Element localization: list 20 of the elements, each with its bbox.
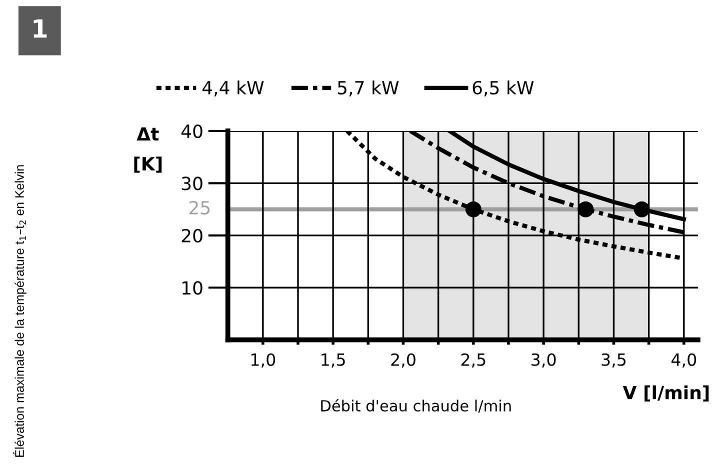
text: 1 (19, 236, 26, 240)
x-tick-label: 3,0 (532, 353, 556, 368)
legend-label: 4,4 kW (202, 80, 264, 96)
x-tick-label: 1,0 (251, 353, 276, 368)
y-tick-label: 20 (182, 228, 202, 243)
y-tick-label: 40 (181, 124, 202, 138)
x-tick-label: 1,5 (322, 354, 345, 368)
text: V [l/min] (622, 385, 709, 402)
x-axis-title: Débit d'eau chaude l/min (321, 399, 511, 413)
x-tick-label: 2,5 (461, 353, 486, 368)
ref-line-label: 25 (190, 200, 210, 215)
x-tick-label: 3,5 (602, 353, 626, 368)
y-axis-title: Δt [K] (134, 127, 162, 173)
x-tick-label: 4,0 (671, 353, 696, 368)
legend-label: 6,5 kW (472, 80, 534, 96)
y-tick-label: 10 (182, 281, 202, 295)
legend-label: 5,7 kW (338, 80, 399, 96)
text: 1 (34, 19, 47, 38)
y-tick-label: 30 (182, 176, 202, 190)
x-tick-label: 2,0 (391, 353, 416, 368)
